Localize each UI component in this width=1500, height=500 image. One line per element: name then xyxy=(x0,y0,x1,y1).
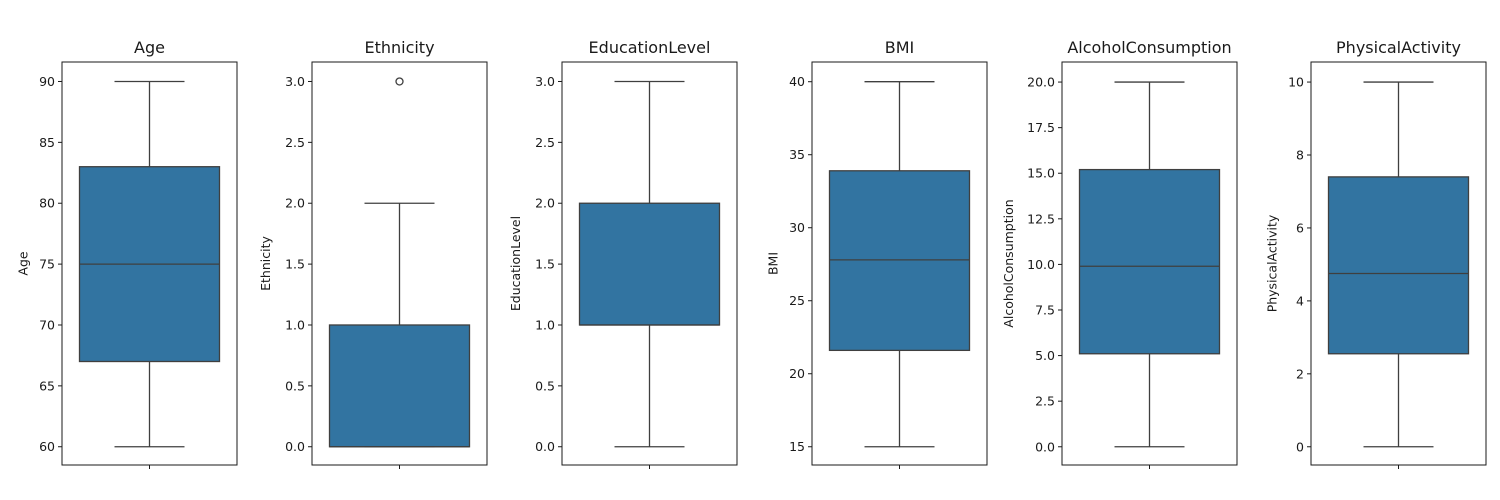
y-axis-label-5: PhysicalActivity xyxy=(1264,214,1279,312)
y-tick-label-2-1: 0.5 xyxy=(535,378,555,393)
y-tick-label-4-8: 20.0 xyxy=(1027,75,1055,90)
y-tick-label-0-6: 90 xyxy=(39,74,55,89)
y-tick-label-2-4: 2.0 xyxy=(535,196,555,211)
y-tick-label-2-6: 3.0 xyxy=(535,74,555,89)
y-tick-label-1-0: 0.0 xyxy=(285,439,305,454)
y-tick-label-3-1: 20 xyxy=(789,366,805,381)
box-5 xyxy=(1327,176,1470,355)
y-tick-label-5-5: 10 xyxy=(1288,75,1304,90)
y-tick-label-3-5: 40 xyxy=(789,74,805,89)
y-tick-label-5-0: 0 xyxy=(1296,439,1304,454)
panel-title-2: EducationLevel xyxy=(589,38,711,57)
y-tick-label-1-6: 3.0 xyxy=(285,74,305,89)
y-tick-label-3-2: 25 xyxy=(789,293,805,308)
y-tick-label-4-6: 15.0 xyxy=(1027,166,1055,181)
y-tick-label-0-0: 60 xyxy=(39,439,55,454)
y-tick-label-4-7: 17.5 xyxy=(1027,120,1055,135)
y-axis-label-2: EducationLevel xyxy=(508,216,523,311)
y-tick-label-3-0: 15 xyxy=(789,439,805,454)
box-3 xyxy=(828,170,971,352)
y-tick-label-0-4: 80 xyxy=(39,196,55,211)
y-tick-label-2-5: 2.5 xyxy=(535,135,555,150)
y-tick-label-5-4: 8 xyxy=(1296,148,1304,163)
y-tick-label-5-2: 4 xyxy=(1296,293,1304,308)
y-axis-label-4: AlcoholConsumption xyxy=(1001,199,1016,327)
outlier-point-1-0 xyxy=(395,77,404,86)
y-tick-label-4-1: 2.5 xyxy=(1035,394,1055,409)
panel-title-3: BMI xyxy=(885,38,915,57)
y-tick-label-1-5: 2.5 xyxy=(285,135,305,150)
y-axis-label-3: BMI xyxy=(765,252,780,275)
y-tick-label-2-0: 0.0 xyxy=(535,439,555,454)
y-tick-label-4-4: 10.0 xyxy=(1027,257,1055,272)
y-axis-label-1: Ethnicity xyxy=(258,236,273,291)
box-4 xyxy=(1078,168,1221,355)
panel-title-4: AlcoholConsumption xyxy=(1067,38,1231,57)
box-2 xyxy=(578,202,721,326)
y-tick-label-0-2: 70 xyxy=(39,317,55,332)
y-tick-label-4-5: 12.5 xyxy=(1027,211,1055,226)
y-tick-label-1-1: 0.5 xyxy=(285,378,305,393)
y-tick-label-0-3: 75 xyxy=(39,257,55,272)
y-tick-label-3-3: 30 xyxy=(789,220,805,235)
y-tick-label-3-4: 35 xyxy=(789,147,805,162)
y-tick-label-4-3: 7.5 xyxy=(1035,303,1055,318)
box-1 xyxy=(328,324,471,448)
y-tick-label-4-0: 0.0 xyxy=(1035,439,1055,454)
y-tick-label-1-2: 1.0 xyxy=(285,317,305,332)
y-tick-label-5-3: 6 xyxy=(1296,220,1304,235)
y-tick-label-2-2: 1.0 xyxy=(535,317,555,332)
y-tick-label-2-3: 1.5 xyxy=(535,257,555,272)
y-tick-label-5-1: 2 xyxy=(1296,366,1304,381)
y-tick-label-4-2: 5.0 xyxy=(1035,348,1055,363)
y-tick-label-0-5: 85 xyxy=(39,135,55,150)
y-tick-label-1-4: 2.0 xyxy=(285,196,305,211)
y-tick-label-1-3: 1.5 xyxy=(285,257,305,272)
y-axis-label-0: Age xyxy=(15,251,30,275)
panel-title-0: Age xyxy=(134,38,165,57)
panel-title-5: PhysicalActivity xyxy=(1336,38,1461,57)
y-tick-label-0-1: 65 xyxy=(39,378,55,393)
panel-title-1: Ethnicity xyxy=(364,38,434,57)
